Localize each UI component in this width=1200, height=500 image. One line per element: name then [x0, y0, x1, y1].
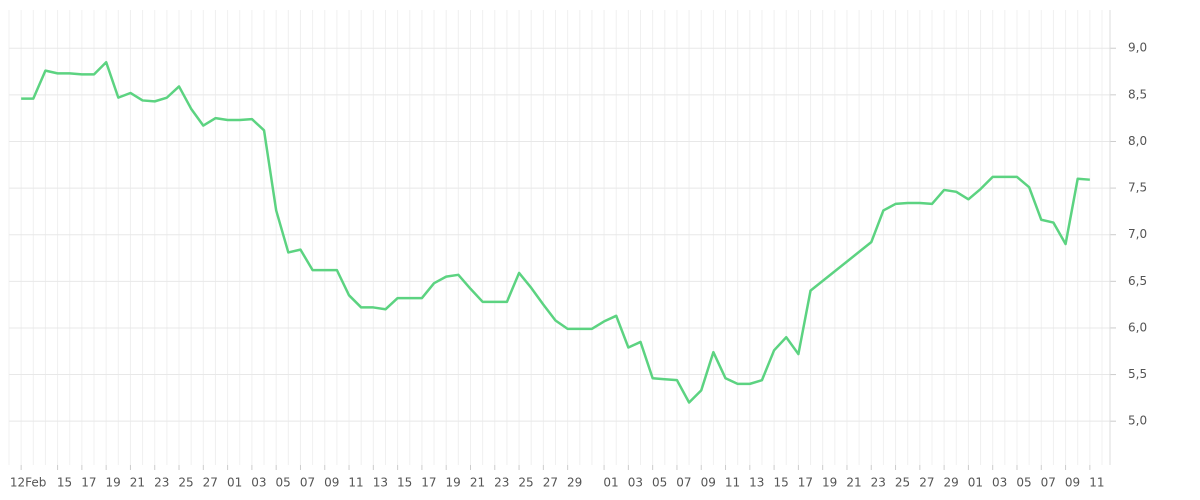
x-tick-label: 15 [397, 476, 412, 490]
x-tick-label: 21 [130, 476, 145, 490]
x-tick-label: 29 [567, 476, 582, 490]
x-tick-label: 19 [822, 476, 837, 490]
x-tick-label: 01 [227, 476, 242, 490]
x-tick-label: 11 [1089, 476, 1104, 490]
x-tick-label: 03 [628, 476, 643, 490]
y-tick-label: 7,0 [1128, 227, 1147, 241]
x-tick-label: 29 [943, 476, 958, 490]
x-tick-label: 13 [749, 476, 764, 490]
x-tick-label: 07 [1041, 476, 1056, 490]
x-tick-label: 23 [154, 476, 169, 490]
x-tick-label: 09 [701, 476, 716, 490]
x-tick-label: 12Feb [10, 476, 47, 490]
x-tick-label: 09 [1065, 476, 1080, 490]
x-tick-label: 23 [494, 476, 509, 490]
x-tick-label: 07 [300, 476, 315, 490]
x-tick-label: 17 [421, 476, 436, 490]
y-tick-label: 5,0 [1128, 414, 1147, 428]
x-tick-label: 11 [725, 476, 740, 490]
x-tick-label: 27 [203, 476, 218, 490]
x-tick-label: 01 [968, 476, 983, 490]
x-tick-label: 03 [251, 476, 266, 490]
x-tick-label: 27 [543, 476, 558, 490]
x-tick-label: 17 [798, 476, 813, 490]
x-tick-label: 25 [178, 476, 193, 490]
y-tick-label: 8,5 [1128, 87, 1147, 101]
x-tick-label: 03 [992, 476, 1007, 490]
x-tick-label: 21 [846, 476, 861, 490]
x-tick-label: 23 [871, 476, 886, 490]
y-tick-label: 6,0 [1128, 320, 1147, 334]
x-tick-label: 17 [81, 476, 96, 490]
x-tick-label: 15 [57, 476, 72, 490]
y-tick-label: 7,5 [1128, 181, 1147, 195]
line [21, 60, 1090, 404]
x-tick-label: 25 [895, 476, 910, 490]
x-tick-label: 01 [603, 476, 618, 490]
x-tick-label: 19 [106, 476, 121, 490]
x-tick-label: 05 [1016, 476, 1031, 490]
x-tick-label: 27 [919, 476, 934, 490]
x-tick-label: 05 [276, 476, 291, 490]
y-tick-label: 6,5 [1128, 274, 1147, 288]
x-tick-label: 07 [676, 476, 691, 490]
x-tick-label: 19 [446, 476, 461, 490]
x-tick-label: 21 [470, 476, 485, 490]
y-tick-label: 9,0 [1128, 41, 1147, 55]
x-tick-label: 15 [773, 476, 788, 490]
x-tick-label: 09 [324, 476, 339, 490]
x-tick-label: 11 [348, 476, 363, 490]
x-tick-label: 13 [373, 476, 388, 490]
y-tick-label: 5,5 [1128, 367, 1147, 381]
x-tick-label: 25 [518, 476, 533, 490]
x-tick-label: 05 [652, 476, 667, 490]
y-tick-label: 8,0 [1128, 134, 1147, 148]
